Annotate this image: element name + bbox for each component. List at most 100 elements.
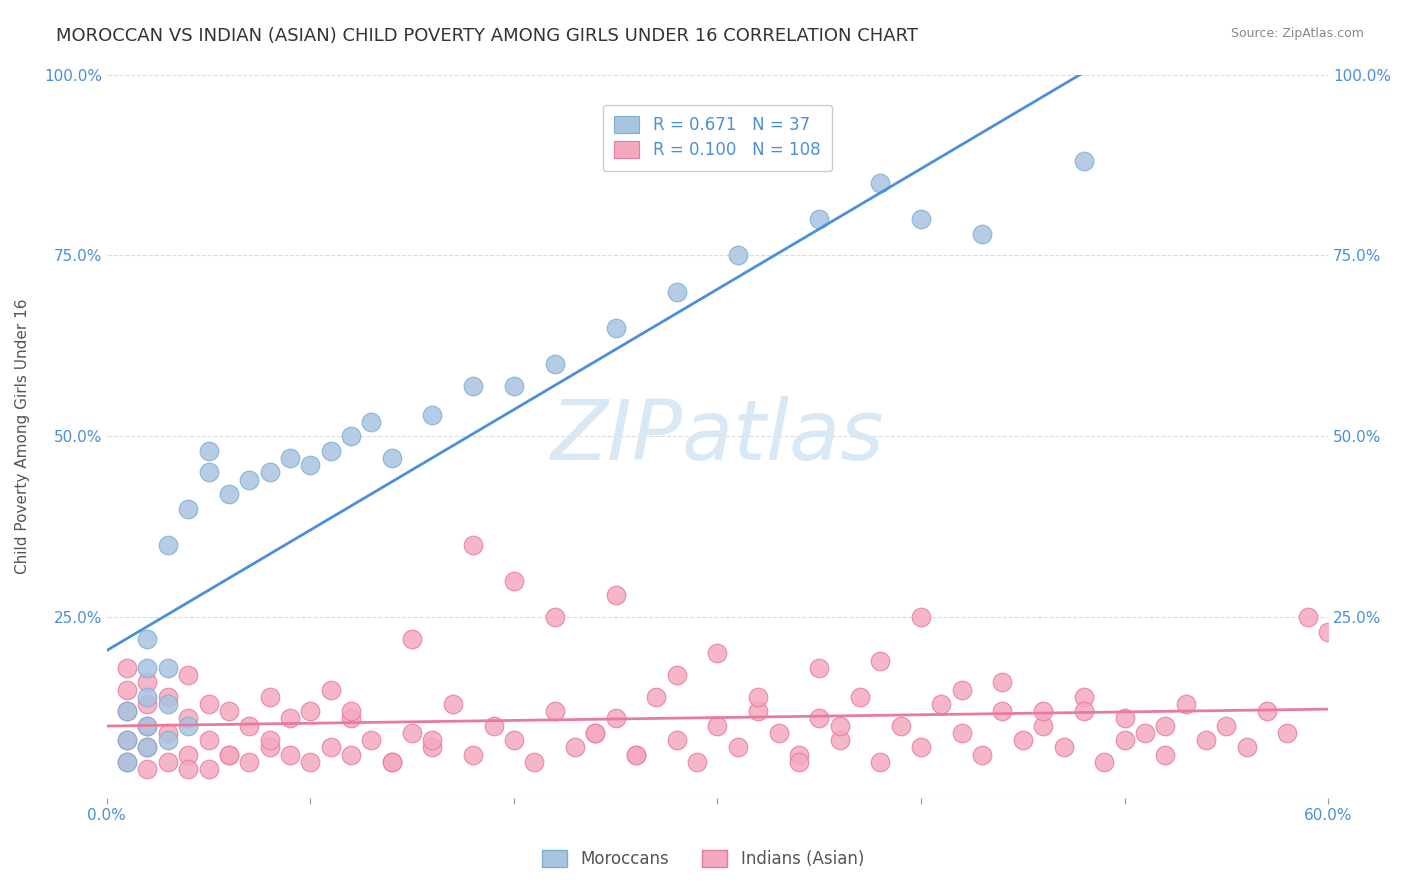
Point xyxy=(177,747,200,762)
Point xyxy=(1114,711,1136,725)
Point xyxy=(727,248,749,262)
Point xyxy=(136,719,159,733)
Point xyxy=(156,733,179,747)
Point xyxy=(991,675,1014,690)
Point xyxy=(991,704,1014,718)
Point xyxy=(605,711,627,725)
Point xyxy=(849,690,872,704)
Point xyxy=(401,632,423,646)
Point xyxy=(1215,719,1237,733)
Point xyxy=(156,755,179,769)
Point xyxy=(422,408,444,422)
Point xyxy=(136,719,159,733)
Point xyxy=(136,675,159,690)
Point xyxy=(1092,755,1115,769)
Point xyxy=(299,704,322,718)
Point xyxy=(136,740,159,755)
Point xyxy=(665,733,688,747)
Point xyxy=(156,538,179,552)
Point xyxy=(1154,719,1177,733)
Point xyxy=(115,704,138,718)
Point xyxy=(136,762,159,776)
Point xyxy=(1032,704,1054,718)
Point xyxy=(177,762,200,776)
Point xyxy=(319,682,342,697)
Point xyxy=(787,755,810,769)
Point xyxy=(1277,726,1299,740)
Point xyxy=(177,501,200,516)
Point xyxy=(1052,740,1074,755)
Point xyxy=(238,473,260,487)
Point xyxy=(156,661,179,675)
Point xyxy=(1296,610,1319,624)
Point xyxy=(197,762,219,776)
Point xyxy=(482,719,505,733)
Point xyxy=(156,726,179,740)
Point xyxy=(564,740,586,755)
Point xyxy=(1174,697,1197,711)
Legend: R = 0.671   N = 37, R = 0.100   N = 108: R = 0.671 N = 37, R = 0.100 N = 108 xyxy=(603,104,832,171)
Point xyxy=(869,654,891,668)
Point xyxy=(1032,719,1054,733)
Point xyxy=(502,378,524,392)
Point xyxy=(543,610,565,624)
Text: MOROCCAN VS INDIAN (ASIAN) CHILD POVERTY AMONG GIRLS UNDER 16 CORRELATION CHART: MOROCCAN VS INDIAN (ASIAN) CHILD POVERTY… xyxy=(56,27,918,45)
Point xyxy=(177,719,200,733)
Point xyxy=(115,733,138,747)
Point xyxy=(136,690,159,704)
Text: Source: ZipAtlas.com: Source: ZipAtlas.com xyxy=(1230,27,1364,40)
Point xyxy=(502,574,524,588)
Point xyxy=(381,450,404,465)
Point xyxy=(218,704,240,718)
Point xyxy=(768,726,790,740)
Point xyxy=(910,740,932,755)
Point xyxy=(523,755,546,769)
Point xyxy=(931,697,953,711)
Point xyxy=(1133,726,1156,740)
Point xyxy=(706,646,728,660)
Point xyxy=(624,747,647,762)
Point xyxy=(340,429,363,443)
Point xyxy=(1154,747,1177,762)
Point xyxy=(299,755,322,769)
Point xyxy=(463,538,485,552)
Point xyxy=(583,726,606,740)
Point xyxy=(1236,740,1258,755)
Point xyxy=(665,285,688,299)
Point xyxy=(278,711,301,725)
Point xyxy=(645,690,668,704)
Point xyxy=(259,740,281,755)
Point xyxy=(422,740,444,755)
Point xyxy=(360,415,382,429)
Point xyxy=(340,711,363,725)
Point xyxy=(890,719,912,733)
Point xyxy=(218,747,240,762)
Point xyxy=(381,755,404,769)
Point xyxy=(463,747,485,762)
Point xyxy=(1317,624,1340,639)
Point xyxy=(422,733,444,747)
Point xyxy=(910,610,932,624)
Point xyxy=(727,740,749,755)
Point xyxy=(259,466,281,480)
Point xyxy=(340,747,363,762)
Point xyxy=(1256,704,1278,718)
Point xyxy=(197,697,219,711)
Point xyxy=(747,704,769,718)
Point xyxy=(238,719,260,733)
Point xyxy=(401,726,423,740)
Y-axis label: Child Poverty Among Girls Under 16: Child Poverty Among Girls Under 16 xyxy=(15,299,30,574)
Point xyxy=(238,755,260,769)
Point xyxy=(869,176,891,190)
Point xyxy=(197,466,219,480)
Point xyxy=(115,704,138,718)
Point xyxy=(197,733,219,747)
Point xyxy=(1011,733,1033,747)
Point xyxy=(319,740,342,755)
Point xyxy=(218,747,240,762)
Point xyxy=(970,747,993,762)
Point xyxy=(136,697,159,711)
Point xyxy=(583,726,606,740)
Point xyxy=(502,733,524,747)
Point xyxy=(136,661,159,675)
